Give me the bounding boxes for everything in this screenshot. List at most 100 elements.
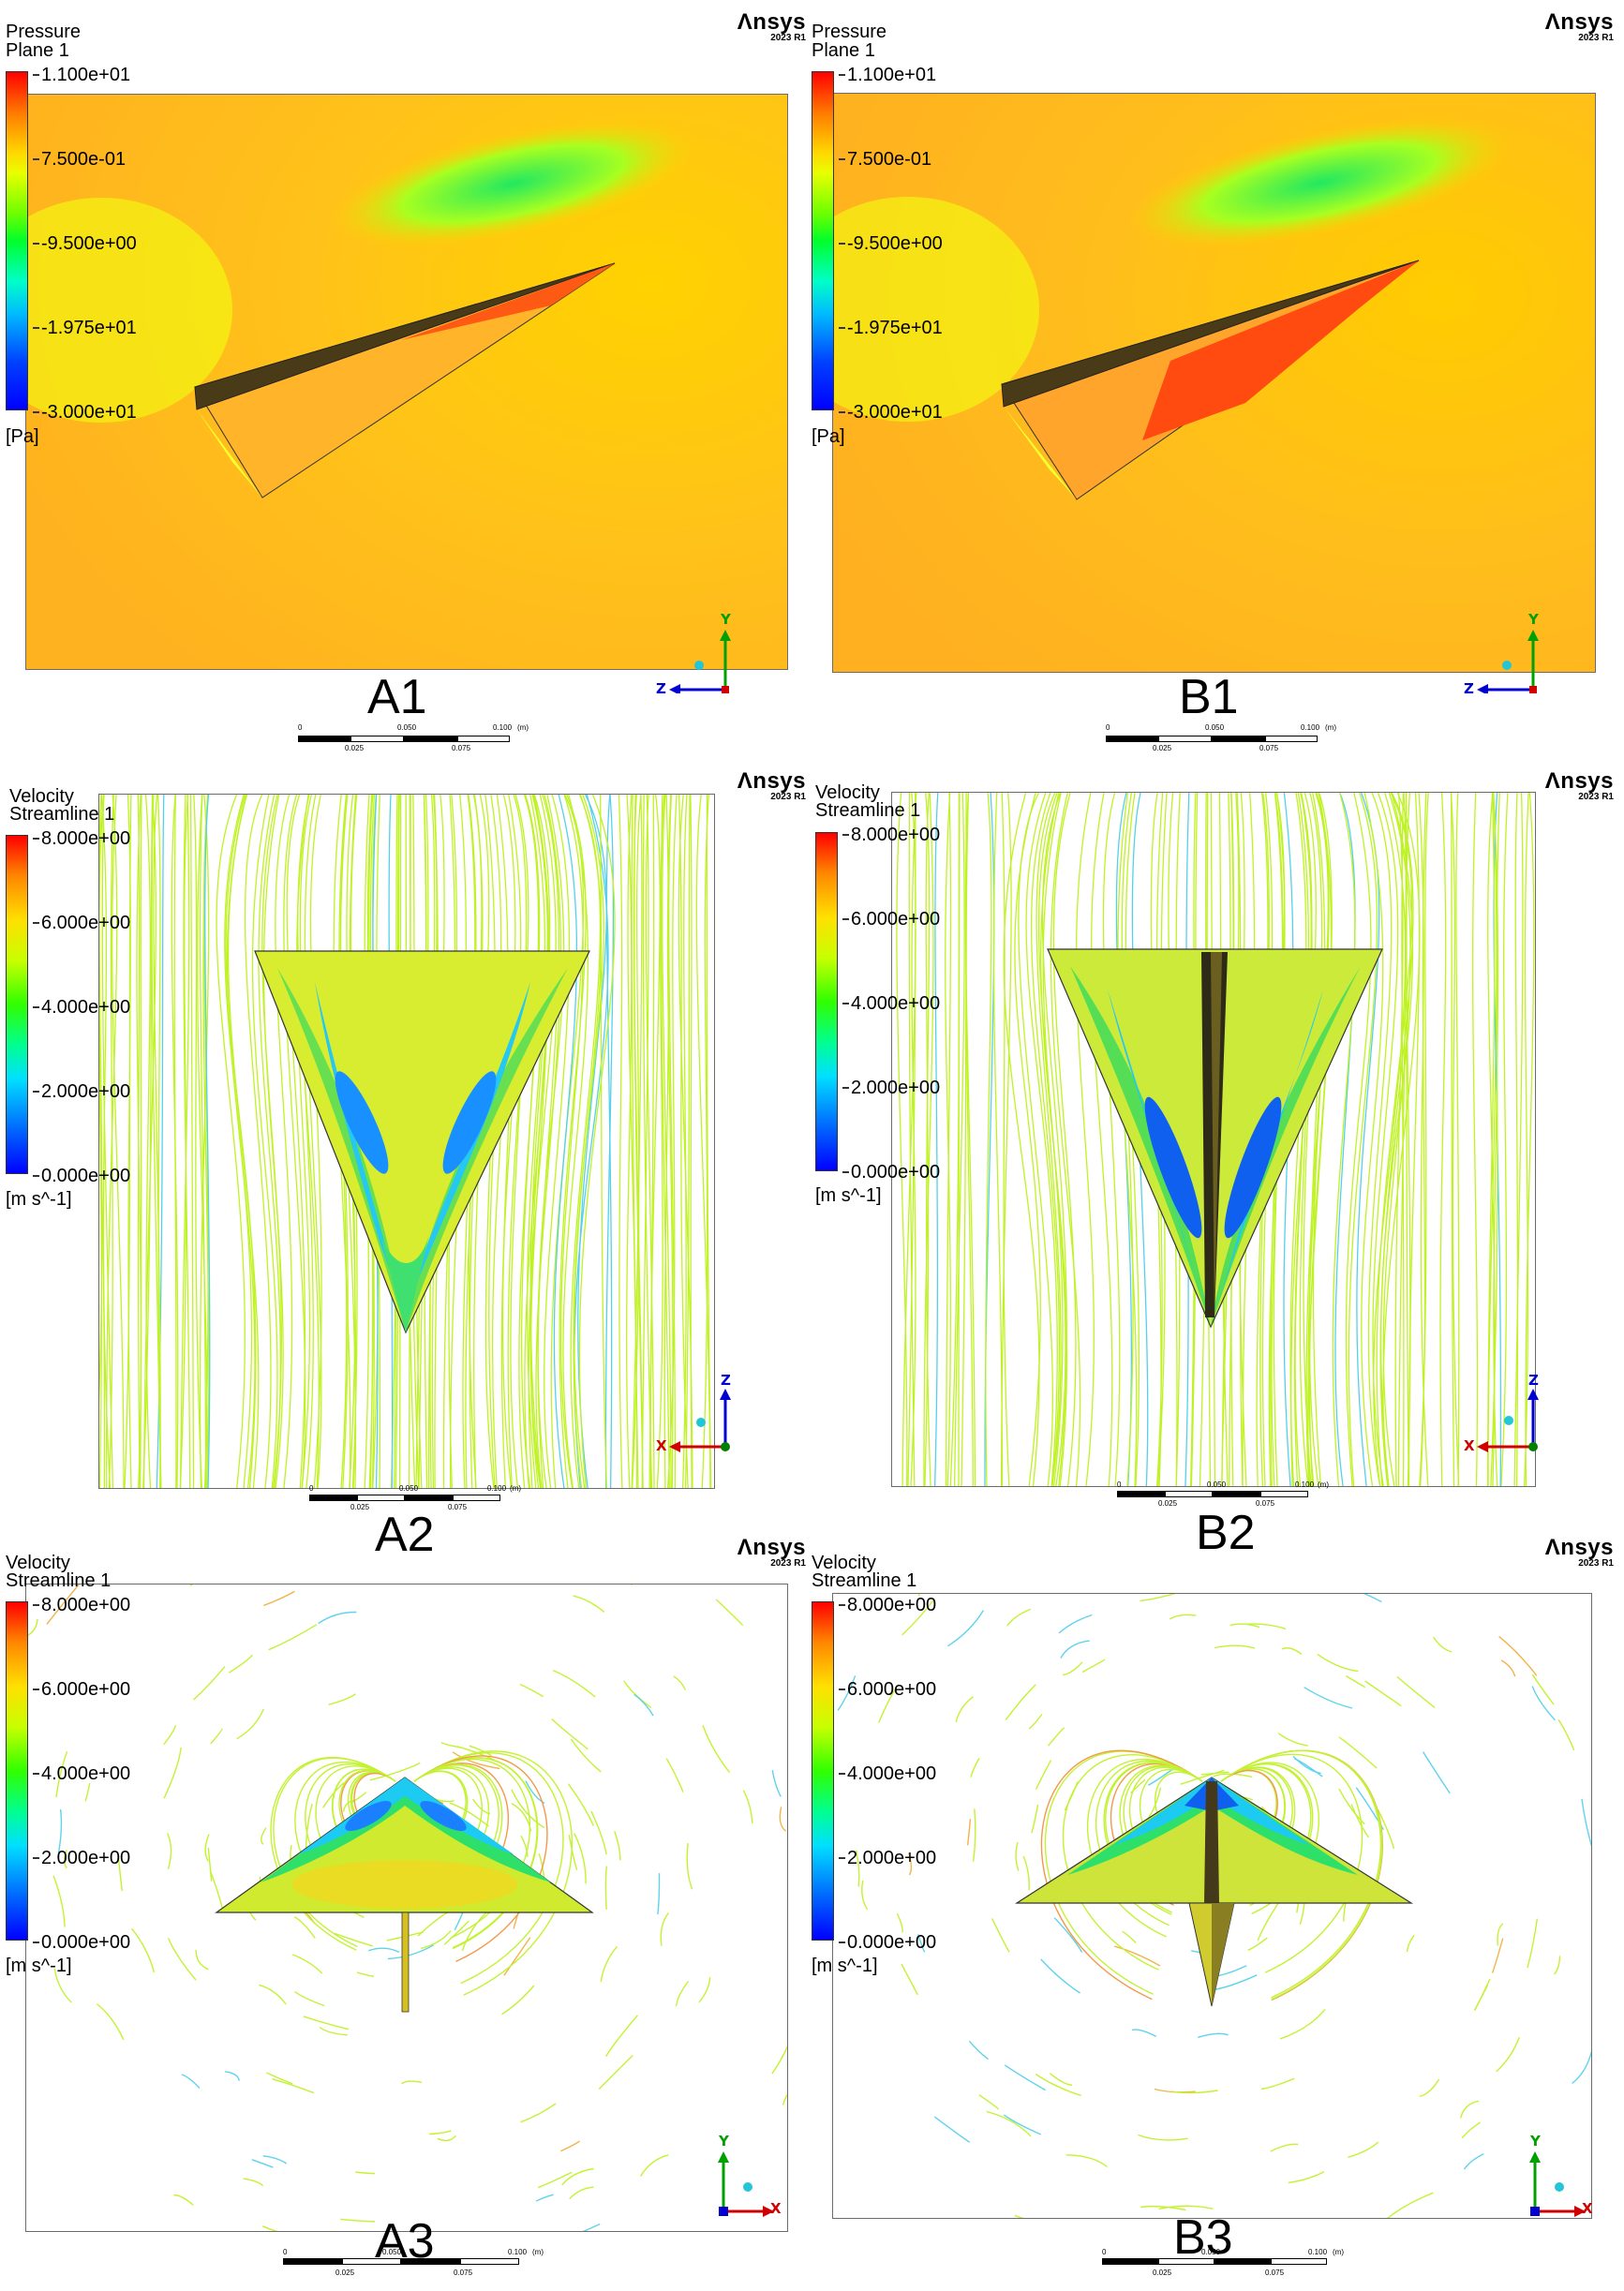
streamline bbox=[1450, 793, 1460, 1486]
streamline bbox=[261, 1827, 267, 1845]
streamline bbox=[163, 1725, 176, 1746]
streamline bbox=[227, 795, 260, 1488]
legend-tick: 0.000e+00 bbox=[842, 1162, 941, 1183]
streamline bbox=[1122, 1930, 1137, 1943]
viewport-b1[interactable] bbox=[832, 93, 1596, 673]
streamline bbox=[167, 1833, 172, 1869]
viewport-a2[interactable] bbox=[98, 794, 715, 1489]
streamline bbox=[417, 1911, 450, 1937]
axis-triad[interactable]: Z X bbox=[656, 1372, 750, 1460]
streamline bbox=[968, 2040, 989, 2060]
streamline bbox=[369, 1762, 421, 1781]
streamline bbox=[1332, 793, 1356, 1486]
streamline bbox=[631, 795, 643, 1488]
viewport-b2[interactable] bbox=[891, 792, 1536, 1487]
axis-triad[interactable]: Y Z bbox=[1464, 611, 1557, 697]
streamline bbox=[1169, 1614, 1197, 1620]
streamline bbox=[1014, 793, 1041, 1486]
streamline bbox=[1018, 793, 1054, 1486]
streamline bbox=[1140, 2205, 1186, 2211]
streamline bbox=[561, 2167, 594, 2186]
legend-tick: 2.000e+00 bbox=[32, 1848, 131, 1868]
legend-tick: 2.000e+00 bbox=[32, 1081, 131, 1102]
streamline bbox=[367, 1947, 400, 1954]
streamline bbox=[955, 1696, 975, 1723]
pressure-contour-a1 bbox=[26, 95, 787, 669]
streamline bbox=[1158, 2205, 1214, 2210]
streamline bbox=[1005, 1684, 1036, 1721]
streamline bbox=[1304, 1687, 1353, 1709]
streamline bbox=[537, 2171, 573, 2189]
streamline bbox=[1000, 793, 1012, 1486]
streamline bbox=[53, 1968, 72, 2003]
streamline bbox=[568, 1834, 578, 1871]
streamline bbox=[1500, 1659, 1516, 1677]
legend-tick: 7.500e-01 bbox=[32, 149, 127, 170]
axis-triad-icon bbox=[669, 630, 731, 695]
streamline bbox=[207, 1848, 213, 1882]
streamline bbox=[1053, 1917, 1083, 1953]
streamline bbox=[52, 1875, 66, 1927]
streamline bbox=[1260, 2077, 1295, 2090]
streamline bbox=[144, 795, 152, 1488]
streamline bbox=[84, 1782, 91, 1802]
axis-triad[interactable]: Y X bbox=[684, 2133, 782, 2221]
axis-triad[interactable]: Z X bbox=[1464, 1372, 1557, 1460]
legend-tick: 4.000e+00 bbox=[842, 993, 941, 1014]
streamline bbox=[262, 2155, 288, 2165]
streamline bbox=[520, 1835, 529, 1857]
streamline bbox=[1031, 1804, 1039, 1834]
streamline bbox=[262, 1590, 295, 1607]
streamline bbox=[907, 1852, 913, 1876]
streamline-plot-b2 bbox=[896, 793, 1535, 1486]
streamline bbox=[1338, 1736, 1378, 1769]
streamline bbox=[57, 1808, 63, 1853]
legend-tick: 0.000e+00 bbox=[32, 1166, 131, 1186]
panel-label: A2 bbox=[375, 1508, 435, 1562]
streamline bbox=[590, 1810, 607, 1855]
streamline bbox=[1346, 1674, 1366, 1688]
streamline bbox=[225, 2071, 240, 2081]
legend-title: Pressure bbox=[812, 22, 887, 42]
streamline bbox=[657, 1873, 661, 1915]
streamline bbox=[1214, 1644, 1256, 1649]
legend-tick: 1.100e+01 bbox=[32, 65, 131, 85]
streamline bbox=[771, 2046, 787, 2075]
streamline bbox=[1396, 1675, 1436, 1708]
streamline bbox=[179, 795, 189, 1488]
streamlines bbox=[26, 1584, 787, 2231]
viewport-a1[interactable] bbox=[25, 94, 788, 670]
streamline bbox=[183, 795, 191, 1488]
legend-tick: 2.000e+00 bbox=[842, 1078, 941, 1098]
axis-triad[interactable]: Y X bbox=[1496, 2133, 1593, 2221]
streamline bbox=[631, 795, 642, 1488]
streamline bbox=[501, 1985, 535, 2016]
streamline bbox=[1081, 1659, 1106, 1674]
viewport-b3[interactable] bbox=[832, 1593, 1592, 2219]
streamline bbox=[117, 1858, 123, 1892]
streamline bbox=[600, 1945, 618, 1983]
color-legend-bar bbox=[6, 71, 28, 410]
axis-triad[interactable]: Y Z bbox=[656, 611, 750, 697]
streamline bbox=[1497, 1923, 1504, 1946]
legend-subtitle: Plane 1 bbox=[812, 40, 875, 61]
streamline bbox=[1523, 793, 1529, 1486]
panel-label: B3 bbox=[1173, 2210, 1233, 2265]
streamline bbox=[511, 1789, 545, 1829]
streamline bbox=[356, 1971, 375, 1977]
streamline bbox=[779, 1807, 786, 1832]
streamline bbox=[1114, 1945, 1161, 1967]
streamline bbox=[401, 2080, 423, 2085]
legend-tick: -3.000e+01 bbox=[33, 402, 137, 423]
streamline bbox=[660, 1912, 670, 1946]
streamline bbox=[666, 795, 678, 1488]
viewport-a3[interactable] bbox=[25, 1584, 788, 2232]
axis-triad-icon bbox=[1477, 630, 1539, 695]
legend-tick: 8.000e+00 bbox=[838, 1595, 937, 1615]
streamline bbox=[666, 795, 674, 1488]
streamline bbox=[199, 795, 207, 1488]
streamline bbox=[1490, 793, 1500, 1486]
scale-bar: 0 0.050 0.100 (m) 0.025 0.075 bbox=[1102, 2248, 1344, 2277]
streamline bbox=[1003, 2114, 1042, 2135]
streamline bbox=[1397, 793, 1407, 1486]
